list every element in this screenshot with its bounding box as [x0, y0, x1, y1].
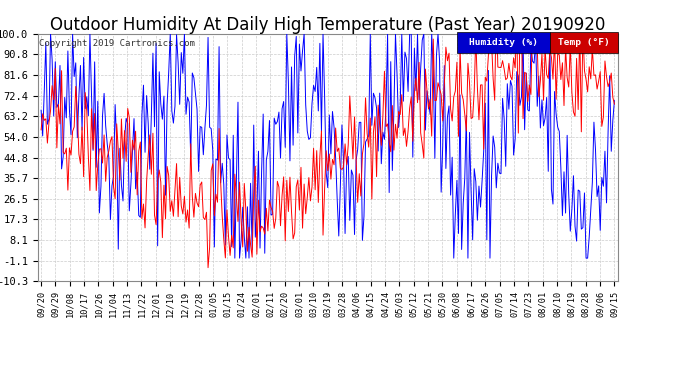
Text: Humidity (%): Humidity (%) [469, 38, 538, 47]
Text: Copyright 2019 Cartronics.com: Copyright 2019 Cartronics.com [39, 39, 195, 48]
Title: Outdoor Humidity At Daily High Temperature (Past Year) 20190920: Outdoor Humidity At Daily High Temperatu… [50, 16, 605, 34]
Text: Temp (°F): Temp (°F) [558, 38, 610, 47]
